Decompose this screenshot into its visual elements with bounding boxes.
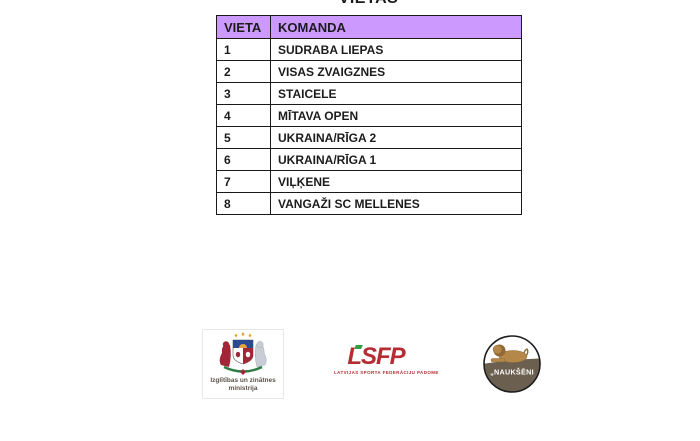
rank-cell: 5: [216, 126, 271, 149]
rank-cell: 7: [216, 170, 271, 193]
header-komanda: KOMANDA: [270, 15, 522, 39]
team-cell: VANGAŽI SC MELLENES: [270, 192, 522, 215]
team-cell: VIĻĶENE: [270, 170, 522, 193]
table-row: 4 MĪTAVA OPEN: [216, 104, 522, 127]
naukseni-lion-badge-icon: „NAUKŠĒNI: [483, 335, 541, 393]
rank-cell: 8: [216, 192, 271, 215]
rank-cell: 2: [216, 60, 271, 83]
ministry-caption-line1: Izglītības un zinātnes: [210, 377, 276, 384]
ministry-caption-line2: ministrija: [228, 384, 258, 392]
rank-cell: 1: [216, 38, 271, 61]
rank-cell: 6: [216, 148, 271, 171]
lsfp-logo: LSFP LATVIJAS SPORTA FEDERĀCIJU PADOME: [334, 343, 439, 376]
table-row: 5 UKRAINA/RĪGA 2: [216, 126, 522, 149]
naukseni-logo: „NAUKŠĒNI: [482, 334, 542, 394]
table-row: 6 UKRAINA/RĪGA 1: [216, 148, 522, 171]
table-header-row: VIETA KOMANDA: [216, 15, 522, 39]
page-title: VIETAS: [216, 0, 521, 7]
latvia-coat-of-arms-icon: [219, 332, 267, 375]
header-vieta: VIETA: [216, 15, 271, 39]
ministry-logo: Izglītības un zinātnes ministrija: [202, 329, 284, 399]
lsfp-subtext: LATVIJAS SPORTA FEDERĀCIJU PADOME: [334, 370, 439, 375]
team-cell: VISAS ZVAIGZNES: [270, 60, 522, 83]
lsfp-acronym: LSFP: [347, 343, 405, 370]
rank-cell: 4: [216, 104, 271, 127]
naukseni-label: „NAUKŠĒNI: [490, 368, 534, 377]
team-cell: STAICELE: [270, 82, 522, 105]
team-cell: MĪTAVA OPEN: [270, 104, 522, 127]
rank-cell: 3: [216, 82, 271, 105]
table-row: 2 VISAS ZVAIGZNES: [216, 60, 522, 83]
team-cell: SUDRABA LIEPAS: [270, 38, 522, 61]
table-row: 1 SUDRABA LIEPAS: [216, 38, 522, 61]
table-row: 3 STAICELE: [216, 82, 522, 105]
team-cell: UKRAINA/RĪGA 1: [270, 148, 522, 171]
table-row: 7 VIĻĶENE: [216, 170, 522, 193]
team-cell: UKRAINA/RĪGA 2: [270, 126, 522, 149]
table-row: 8 VANGAŽI SC MELLENES: [216, 192, 522, 215]
standings-table: VIETA KOMANDA 1 SUDRABA LIEPAS 2 VISAS Z…: [216, 15, 522, 215]
